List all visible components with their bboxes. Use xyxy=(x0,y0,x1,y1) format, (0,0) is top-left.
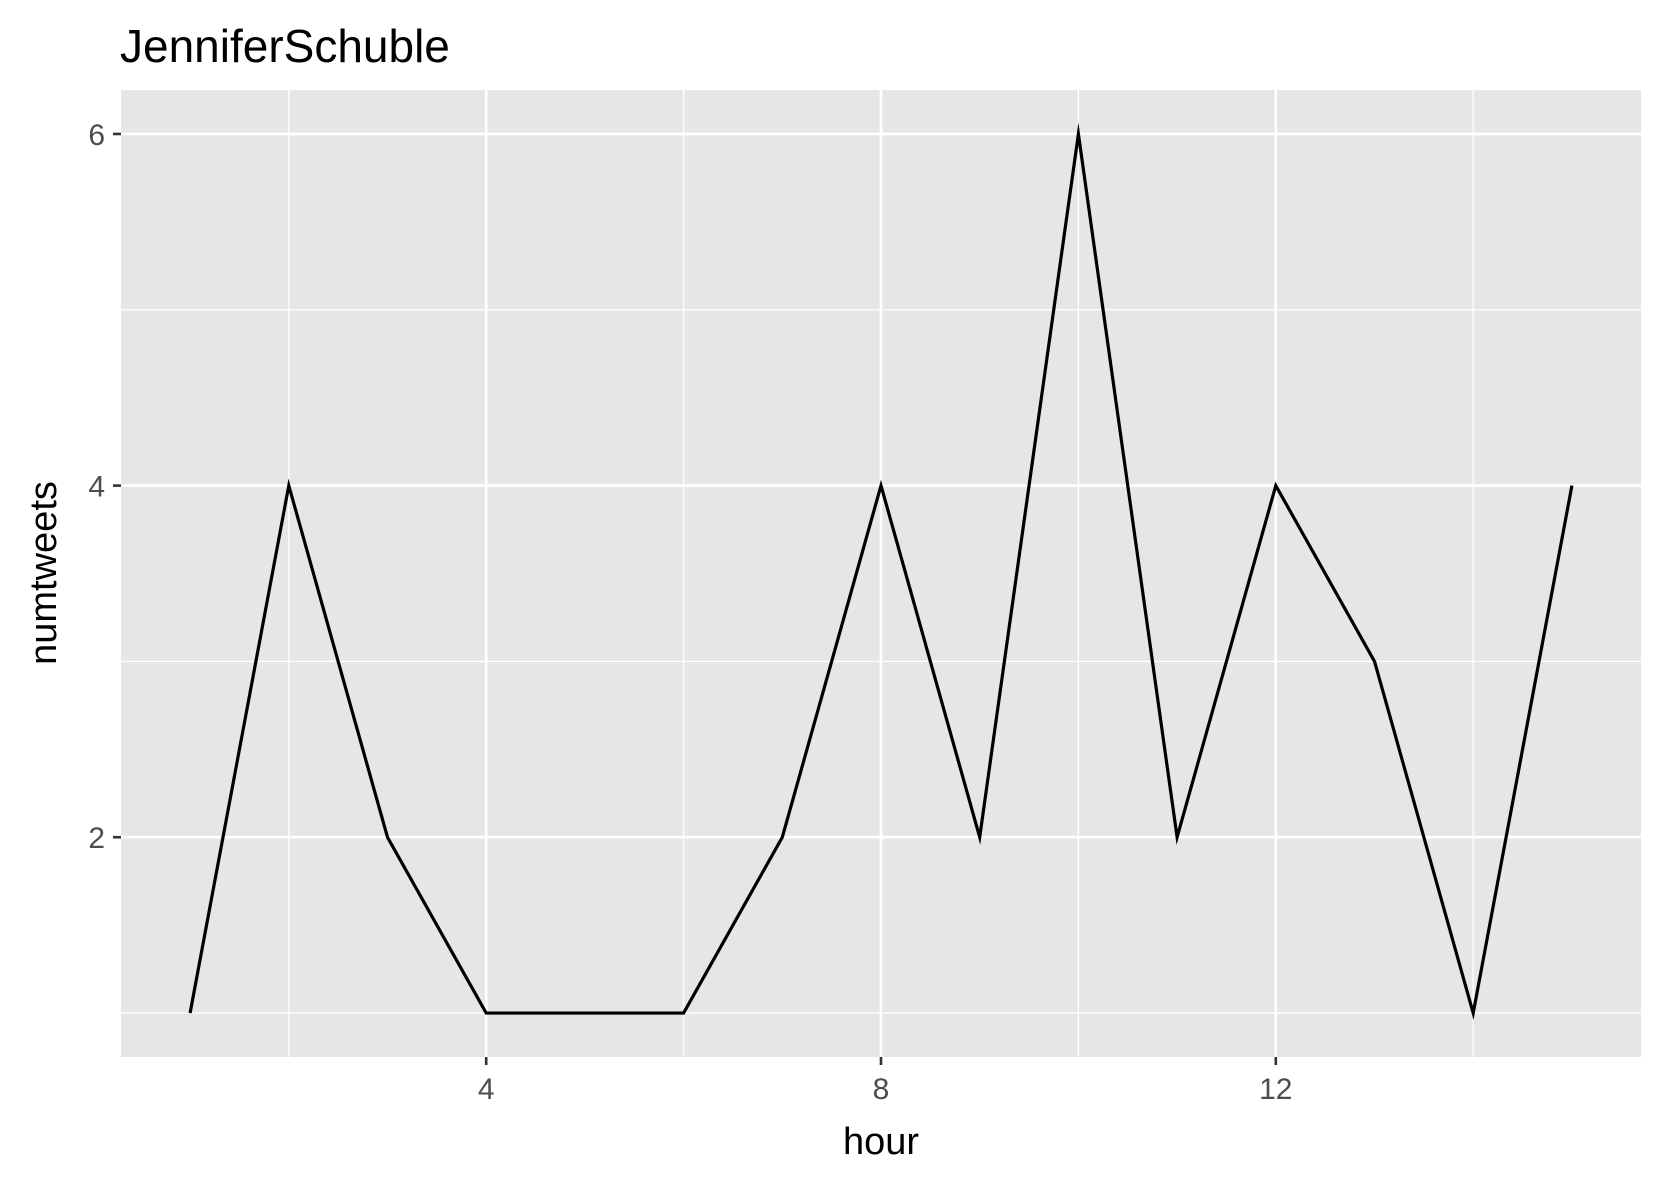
x-tick-label: 8 xyxy=(873,1073,890,1106)
x-tick-label: 12 xyxy=(1259,1073,1292,1106)
y-tick-label: 2 xyxy=(88,822,105,855)
series-line xyxy=(188,122,1574,1021)
x-tick-label: 4 xyxy=(478,1073,495,1106)
y-axis-title: numtweets xyxy=(23,481,65,665)
chart-title: JenniferSchuble xyxy=(120,20,450,72)
x-axis-title: hour xyxy=(843,1121,919,1163)
x-axis: 4 8 12 xyxy=(478,1057,1292,1106)
y-tick-label: 6 xyxy=(88,119,105,152)
series-layer xyxy=(188,122,1574,1021)
y-axis: 2 4 6 xyxy=(88,119,121,855)
major-gridlines xyxy=(121,90,1641,1057)
y-tick-label: 4 xyxy=(88,471,105,504)
